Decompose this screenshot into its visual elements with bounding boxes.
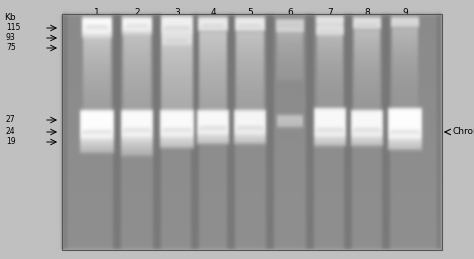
Text: 6: 6 xyxy=(287,8,293,17)
Text: 2: 2 xyxy=(134,8,140,17)
Text: 19: 19 xyxy=(6,138,16,147)
Text: 115: 115 xyxy=(6,24,20,32)
Text: 5: 5 xyxy=(247,8,253,17)
Text: 9: 9 xyxy=(402,8,408,17)
Text: 3: 3 xyxy=(174,8,180,17)
Bar xyxy=(62,14,442,250)
Text: 93: 93 xyxy=(6,33,16,42)
Text: 27: 27 xyxy=(6,116,16,125)
Text: 1: 1 xyxy=(94,8,100,17)
Text: 24: 24 xyxy=(6,127,16,136)
Text: Kb: Kb xyxy=(4,13,16,23)
Text: 8: 8 xyxy=(364,8,370,17)
Text: 7: 7 xyxy=(327,8,333,17)
Text: 4: 4 xyxy=(210,8,216,17)
Text: Chromosome: Chromosome xyxy=(453,127,474,136)
Text: 75: 75 xyxy=(6,44,16,53)
